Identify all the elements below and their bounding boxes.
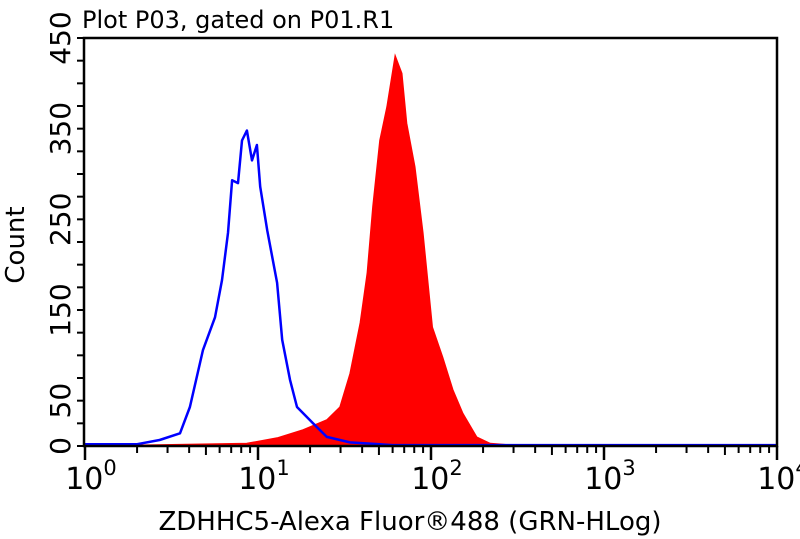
x-tick-label: 104: [757, 456, 800, 497]
control-histogram: [85, 129, 777, 447]
chart-title: Plot P03, gated on P01.R1: [82, 6, 394, 34]
y-tick-label: 450: [44, 11, 77, 64]
y-tick-label: 250: [44, 193, 77, 246]
y-tick-label: 350: [44, 102, 77, 155]
x-tick-label: 100: [65, 456, 117, 497]
stained-sample-histogram: [84, 53, 778, 447]
x-tick-label: 102: [411, 456, 463, 497]
y-axis-label: Count: [1, 206, 31, 283]
x-tick-label: 103: [584, 456, 636, 497]
y-tick-label: 150: [44, 283, 77, 336]
y-tick-label: 50: [44, 383, 77, 419]
y-tick-label: 0: [44, 437, 77, 455]
x-axis-label: ZDHHC5-Alexa Fluor®488 (GRN-HLog): [158, 507, 661, 537]
x-tick-label: 101: [238, 456, 290, 497]
